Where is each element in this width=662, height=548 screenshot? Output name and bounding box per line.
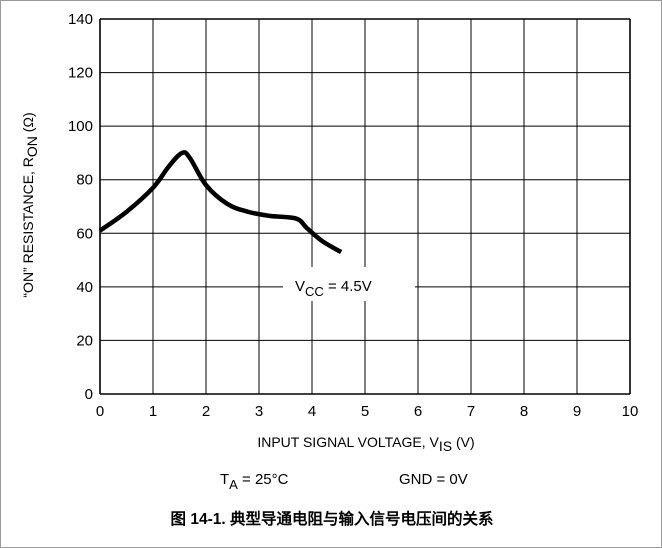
y-axis-label-sub: ON: [24, 136, 40, 157]
x-tick-label: 2: [202, 403, 210, 420]
series-label: VCC = 4.5V: [295, 278, 372, 299]
y-tick-label: 100: [68, 118, 93, 135]
y-tick-label: 20: [76, 332, 93, 349]
ta-sub: A: [229, 477, 238, 492]
ta-suffix: = 25°C: [238, 471, 289, 488]
x-tick-labels: 0 1 2 3 4 5 6 7 8 9 10: [96, 403, 639, 420]
x-tick-label: 9: [573, 403, 581, 420]
y-tick-label: 60: [76, 225, 93, 242]
series-label-sub: CC: [305, 284, 324, 299]
y-axis-label-main: “ON” RESISTANCE, R: [20, 157, 36, 298]
series-label-suffix: = 4.5V: [324, 278, 372, 295]
x-axis-label-main: INPUT SIGNAL VOLTAGE, V: [257, 434, 439, 450]
x-tick-label: 4: [308, 403, 316, 420]
y-tick-label: 120: [68, 65, 93, 82]
ground-note: GND = 0V: [399, 471, 468, 488]
y-tick-label: 0: [85, 386, 93, 403]
x-axis-label-suffix: (V): [452, 434, 475, 450]
series-label-background: [283, 267, 415, 301]
y-tick-label: 140: [68, 11, 93, 28]
x-tick-label: 8: [520, 403, 528, 420]
y-axis-label: “ON” RESISTANCE, RON (Ω): [20, 112, 40, 297]
y-tick-labels: 0 20 40 60 80 100 120 140: [68, 11, 93, 403]
x-tick-label: 7: [467, 403, 475, 420]
x-tick-label: 6: [414, 403, 422, 420]
y-axis-label-suffix: (Ω): [20, 112, 36, 136]
series-line-vcc-4.5v: [98, 150, 343, 254]
series-label-main: V: [295, 278, 305, 295]
y-tick-label: 80: [76, 172, 93, 189]
figure-caption: 图 14-1. 典型导通电阻与输入信号电压间的关系: [171, 509, 494, 528]
y-tick-label: 40: [76, 279, 93, 296]
x-tick-label: 3: [255, 403, 263, 420]
x-tick-label: 0: [96, 403, 104, 420]
x-axis-label-sub: IS: [439, 438, 452, 454]
x-axis-label: INPUT SIGNAL VOLTAGE, VIS (V): [257, 434, 474, 454]
grid-lines: [99, 18, 631, 395]
ambient-temperature-note: TA = 25°C: [220, 471, 289, 492]
ta-main: T: [220, 471, 229, 488]
x-tick-label: 5: [361, 403, 369, 420]
x-tick-label: 1: [149, 403, 157, 420]
x-tick-label: 10: [622, 403, 639, 420]
